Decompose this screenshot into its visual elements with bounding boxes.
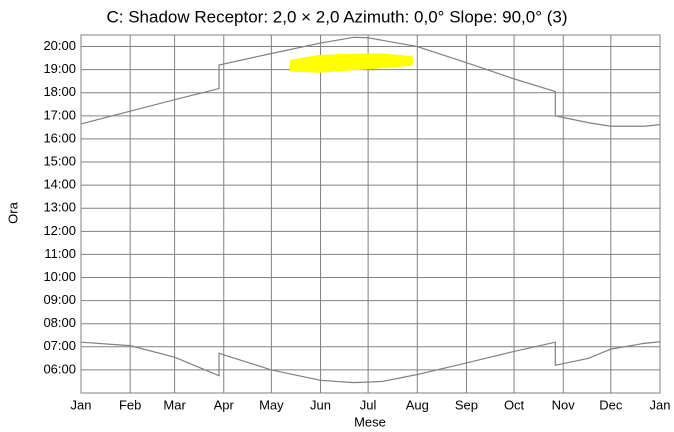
x-tick-label: Nov	[552, 397, 576, 412]
y-axis-label: Ora	[5, 201, 20, 223]
x-tick-label: Jan	[650, 397, 671, 412]
shadow-area	[289, 53, 413, 73]
x-tick-label: May	[259, 397, 284, 412]
y-tick-label: 11:00	[44, 246, 76, 261]
y-tick-label: 16:00	[43, 130, 76, 145]
x-tick-label: Oct	[504, 397, 525, 412]
x-tick-label: Sep	[455, 397, 478, 412]
y-tick-label: 09:00	[43, 292, 76, 307]
x-tick-label: Mar	[163, 397, 186, 412]
y-tick-label: 12:00	[43, 223, 76, 238]
y-tick-label: 19:00	[43, 61, 76, 76]
x-tick-label: Apr	[214, 397, 235, 412]
x-tick-label: Dec	[599, 397, 623, 412]
y-tick-label: 13:00	[43, 200, 76, 215]
y-tick-label: 15:00	[43, 153, 76, 168]
line	[80, 36, 661, 127]
y-tick-label: 06:00	[43, 361, 76, 376]
x-tick-label: Feb	[119, 397, 141, 412]
y-tick-label: 07:00	[43, 338, 76, 353]
y-tick-label: 18:00	[43, 84, 76, 99]
y-tick-label: 08:00	[43, 315, 76, 330]
y-tick-label: 10:00	[43, 269, 76, 284]
line	[80, 341, 661, 384]
x-tick-label: Jun	[310, 397, 331, 412]
x-axis-label: Mese	[354, 414, 386, 429]
y-tick-label: 17:00	[43, 107, 76, 122]
x-tick-label: Aug	[406, 397, 429, 412]
y-tick-label: 14:00	[43, 177, 76, 192]
x-tick-label: Jul	[360, 397, 377, 412]
x-tick-label: Jan	[71, 397, 92, 412]
plot-area	[80, 34, 661, 394]
chart-title: C: Shadow Receptor: 2,0 × 2,0 Azimuth: 0…	[106, 7, 567, 26]
y-tick-label: 20:00	[43, 38, 76, 53]
